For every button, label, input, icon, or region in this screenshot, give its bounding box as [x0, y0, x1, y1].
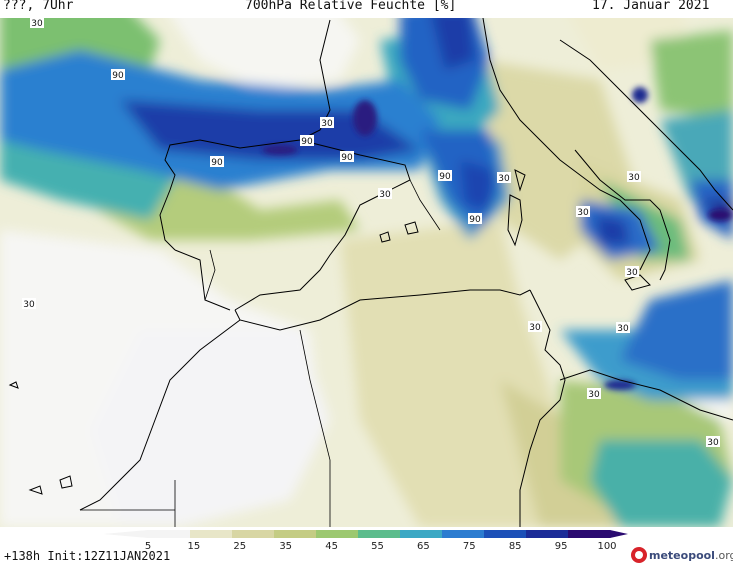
forecast-time: ???, 7Uhr	[3, 0, 74, 13]
legend-swatch	[568, 530, 611, 538]
svg-text:30: 30	[321, 119, 333, 129]
legend-tick-label: 45	[325, 541, 338, 552]
svg-text:90: 90	[112, 71, 124, 81]
legend-swatch	[400, 530, 443, 538]
contour-label: 30	[320, 117, 334, 129]
svg-text:30: 30	[577, 208, 589, 218]
logo-tld: .org	[714, 548, 733, 562]
contour-label: 30	[378, 188, 392, 200]
contour-label: 90	[438, 170, 452, 182]
legend-swatch	[442, 530, 485, 538]
contour-label: 30	[627, 171, 641, 183]
svg-text:30: 30	[498, 174, 510, 184]
legend-swatch	[232, 530, 275, 538]
contour-label: 90	[111, 69, 125, 81]
legend-tick-label: 100	[597, 541, 617, 552]
coastlines	[79, 0, 733, 527]
legend-tick-label: 25	[233, 541, 247, 552]
svg-text:90: 90	[439, 172, 451, 182]
svg-text:30: 30	[31, 19, 43, 29]
svg-text:30: 30	[617, 324, 629, 334]
contour-label: 90	[468, 213, 482, 225]
legend-tick-label: 95	[554, 541, 568, 552]
legend-swatch	[526, 530, 569, 538]
svg-text:30: 30	[588, 390, 600, 400]
contour-label: 30	[22, 298, 36, 310]
svg-text:90: 90	[469, 215, 481, 225]
legend-tick-label: 35	[279, 541, 293, 552]
legend-arrow-low	[103, 530, 148, 538]
svg-text:30: 30	[626, 268, 638, 278]
contour-label: 90	[340, 151, 354, 163]
svg-text:30: 30	[707, 438, 719, 448]
legend-swatch	[484, 530, 527, 538]
legend-tick-label: 55	[371, 541, 384, 552]
contour-label: 90	[210, 156, 224, 168]
contour-label: 30	[587, 388, 601, 400]
contour-label: 90	[300, 135, 314, 147]
logo-brand: meteopool	[649, 548, 715, 562]
contour-label: 30	[625, 266, 639, 278]
contour-label: 30	[497, 172, 511, 184]
contour-label: 30	[706, 436, 720, 448]
humidity-field	[0, 0, 733, 527]
header-bar: ???, 7Uhr 700hPa Relative Feuchte [%] 17…	[0, 0, 733, 18]
svg-text:30: 30	[628, 173, 640, 183]
contour-label: 30	[576, 206, 590, 218]
svg-text:30: 30	[23, 300, 35, 310]
legend-tick-label: 85	[508, 541, 522, 552]
legend-swatch	[358, 530, 401, 538]
contour-label: 30	[616, 322, 630, 334]
color-legend	[103, 530, 628, 538]
legend-swatch	[190, 530, 233, 538]
page-title: 700hPa Relative Feuchte [%]	[245, 0, 457, 13]
legend-tick-label: 65	[417, 541, 430, 552]
run-info: +138h Init:12Z11JAN2021	[4, 549, 171, 563]
legend-swatch	[316, 530, 359, 538]
legend-arrow-high	[610, 530, 628, 538]
contour-label: 30	[528, 321, 542, 333]
svg-text:90: 90	[341, 153, 353, 163]
svg-text:30: 30	[529, 323, 541, 333]
meteopool-logo[interactable]: meteopool.org	[631, 546, 733, 564]
svg-text:90: 90	[301, 137, 313, 147]
contour-label: 30	[30, 17, 44, 29]
legend-swatch	[274, 530, 317, 538]
legend-tick-label: 75	[462, 541, 476, 552]
legend-tick-label: 15	[187, 541, 201, 552]
islands	[8, 169, 651, 495]
forecast-date: 17. Januar 2021	[592, 0, 710, 13]
humidity-cores	[262, 87, 732, 390]
legend-tick-label: 5	[144, 541, 152, 552]
legend-swatch	[148, 530, 191, 538]
borders	[80, 179, 441, 527]
meteopool-logo-icon	[631, 547, 647, 563]
contour-labels: 30 90 30 90 90 90 30 90 30 90 30 30 30 3…	[22, 17, 720, 448]
svg-text:90: 90	[211, 158, 223, 168]
svg-text:30: 30	[379, 190, 391, 200]
